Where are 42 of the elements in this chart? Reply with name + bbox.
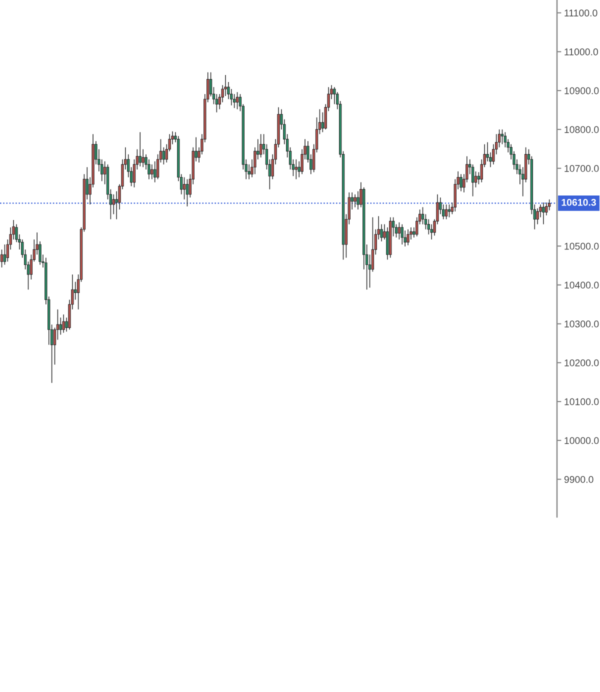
candlestick xyxy=(62,314,65,334)
candlestick xyxy=(356,190,360,210)
candlestick xyxy=(112,194,115,215)
candlestick xyxy=(186,178,189,207)
candlestick xyxy=(444,204,448,220)
ref-line-label: 10610.3 xyxy=(562,198,596,206)
y-tick-label: 10200.0 xyxy=(564,359,599,366)
candlestick xyxy=(138,132,142,167)
candlestick xyxy=(448,204,451,218)
candlestick xyxy=(154,160,156,183)
y-tick-label: 10700.0 xyxy=(564,165,599,172)
candlestick xyxy=(354,194,356,208)
candlestick xyxy=(259,134,262,158)
candlestick xyxy=(236,92,239,110)
candlestick xyxy=(500,129,504,145)
candlestick xyxy=(536,208,539,225)
candlestick xyxy=(474,171,478,188)
y-tick-label: 11000.0 xyxy=(564,48,598,56)
y-tick-label: 10900.0 xyxy=(564,87,599,94)
candlestick xyxy=(182,176,186,200)
candlestick xyxy=(460,174,462,192)
y-tick-label: 9900.0 xyxy=(564,476,594,483)
candlestick xyxy=(0,249,4,268)
candlestick xyxy=(406,228,410,246)
y-tick-label: 10500.0 xyxy=(564,242,599,250)
candlestick xyxy=(142,148,144,168)
y-tick-label: 11100.0 xyxy=(564,10,598,16)
y-tick-label: 10400.0 xyxy=(564,282,599,289)
y-tick-label: 10300.0 xyxy=(564,320,599,328)
candlestick xyxy=(162,146,166,165)
candlestick xyxy=(333,86,336,105)
candlestick xyxy=(59,317,62,336)
candlestick xyxy=(74,281,77,300)
y-tick-label: 10100.0 xyxy=(564,398,599,406)
candlestick xyxy=(150,164,154,180)
candlestick xyxy=(148,158,150,180)
candlestick xyxy=(400,224,404,245)
candlestick xyxy=(294,158,298,180)
y-tick-label: 10800.0 xyxy=(564,126,599,134)
candlestick xyxy=(398,222,401,240)
y-tick-label: 10000.0 xyxy=(564,437,599,444)
candlestick xyxy=(542,202,545,225)
